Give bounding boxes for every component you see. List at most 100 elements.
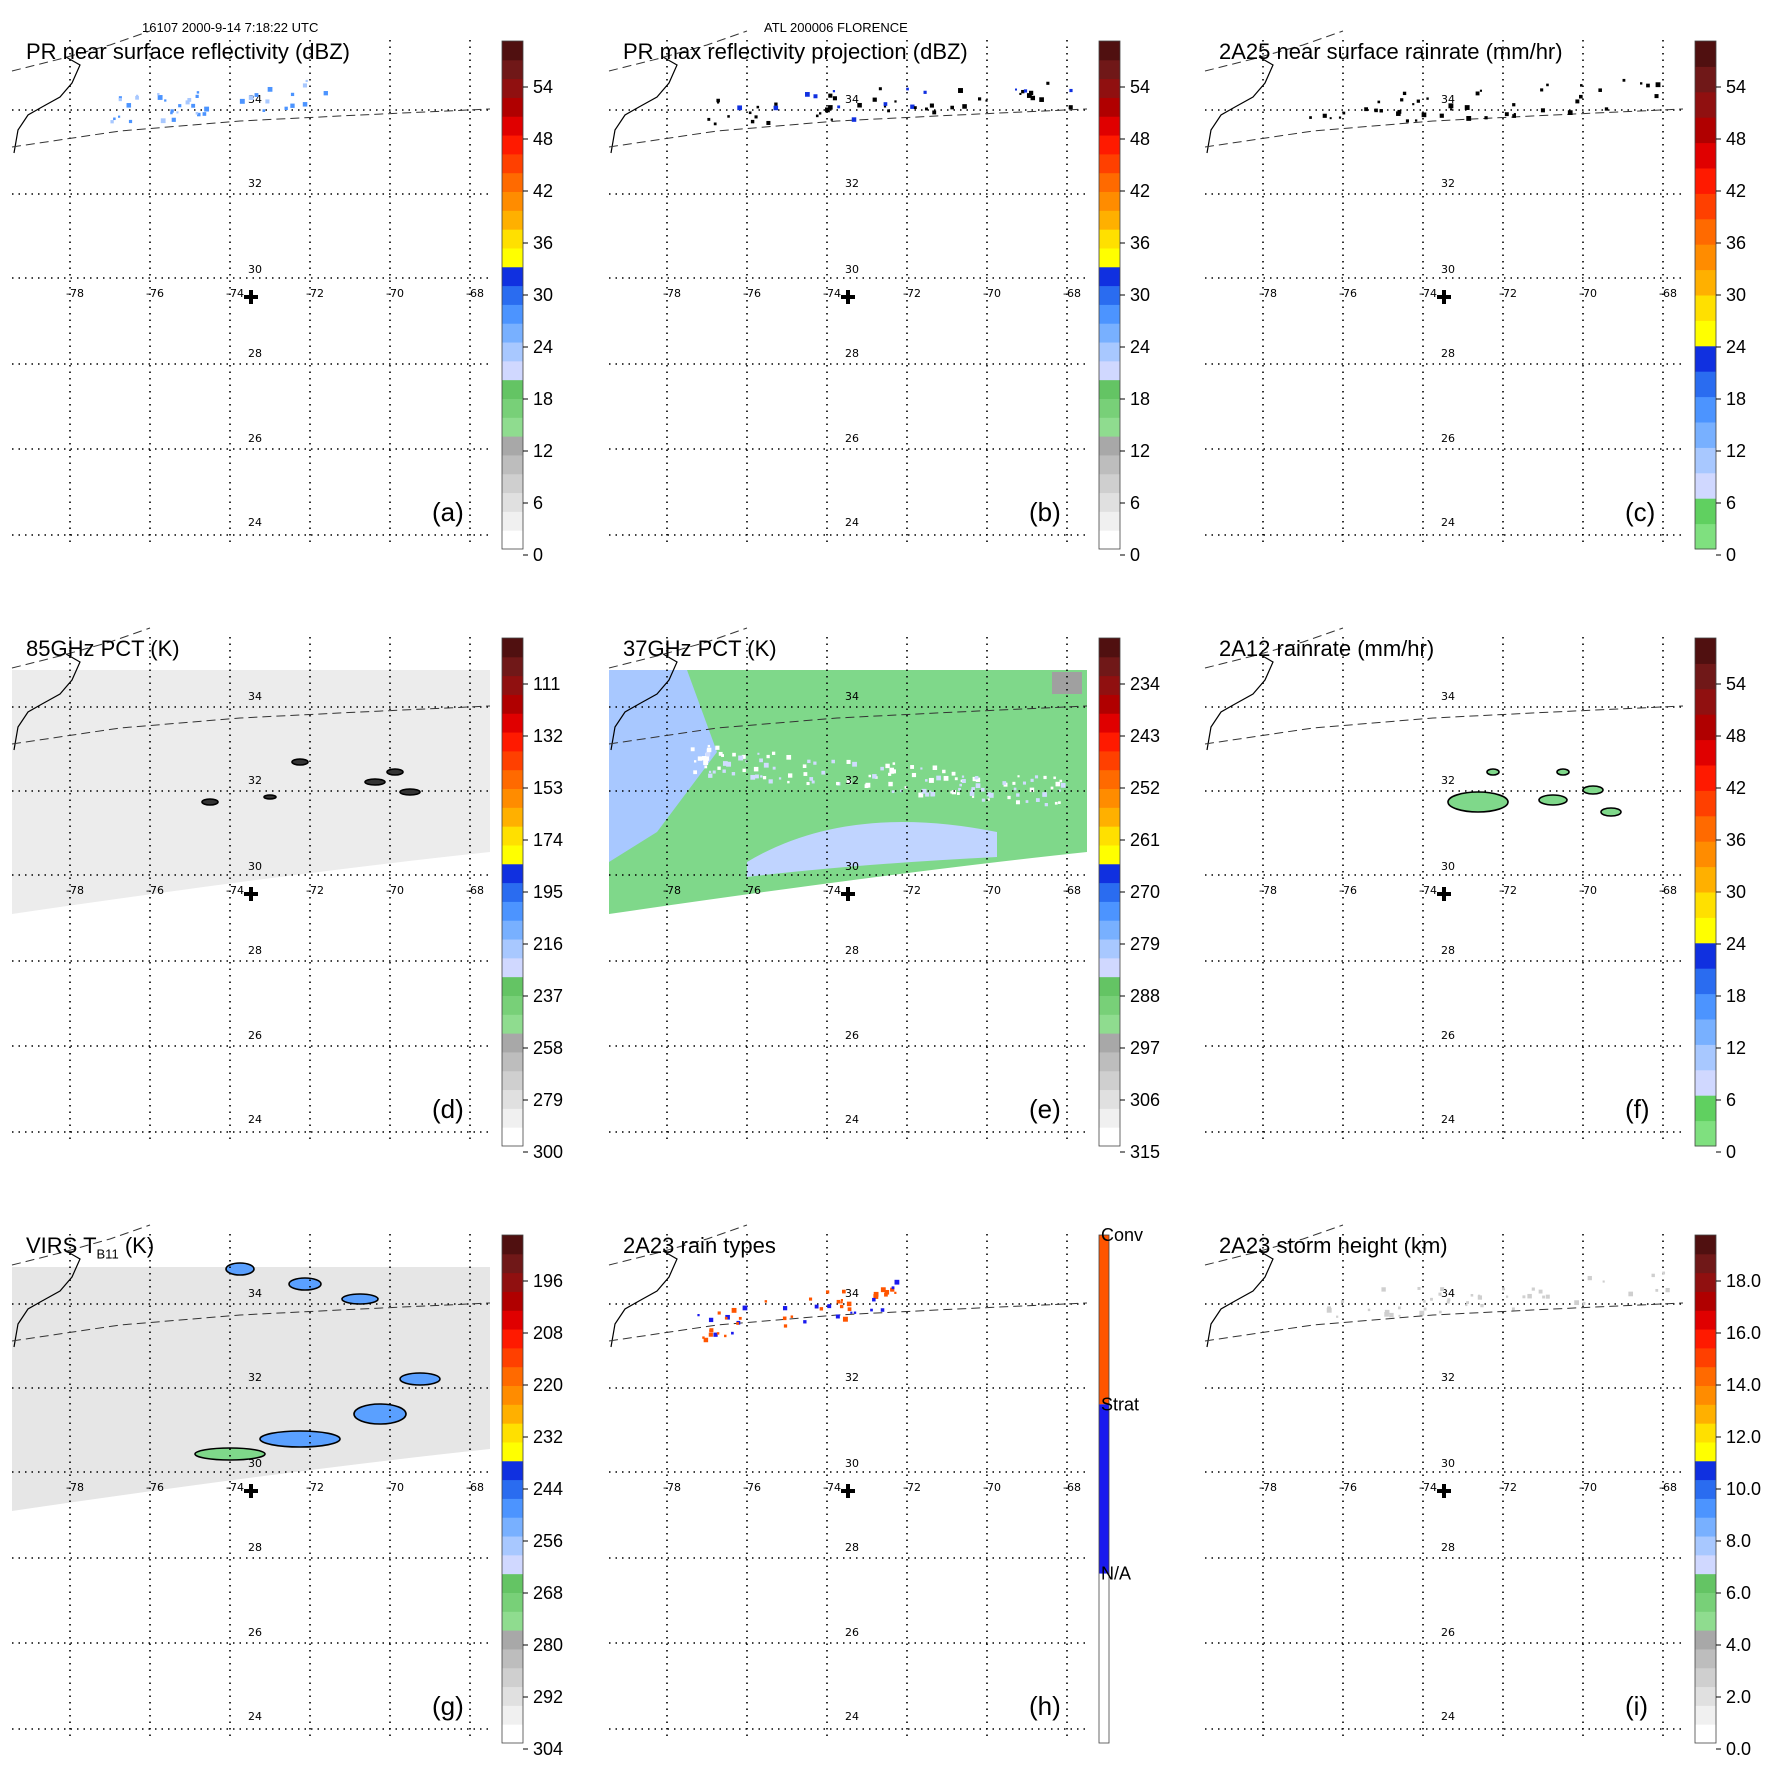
echo-pixel	[764, 1300, 768, 1303]
rain-echo-field	[707, 81, 1073, 126]
colorbar-swatch	[1695, 714, 1716, 741]
colorbar-label: 315	[1130, 1142, 1160, 1162]
echo-pixel	[819, 1307, 824, 1311]
colorbar-label: 30	[1726, 882, 1746, 902]
swath-edge-line	[11, 30, 151, 72]
panel-g: -78 -76 -74 -72 -70 -68 34 32 30 28 26 24 196 208 220 2…	[0, 1224, 585, 1789]
panel-letter: (e)	[1029, 1094, 1061, 1124]
echo-pixel	[1527, 1293, 1532, 1299]
colorbar-label: 48	[1726, 129, 1746, 149]
echo-pixel	[1054, 801, 1058, 805]
echo-pixel	[887, 109, 891, 113]
colorbar-label: 24	[1726, 337, 1746, 357]
echo-pixel	[1367, 1308, 1371, 1312]
colorbar-swatch	[502, 1108, 523, 1128]
map-svg: -78 -76 -74 -72 -70 -68 34 32 30 28 26 24 Conv Strat N…	[608, 1224, 1143, 1744]
echo-pixel	[1322, 113, 1327, 118]
lat-tick-label: 32	[845, 177, 859, 190]
swath-edge-line	[11, 1224, 151, 1266]
colorbar-swatch	[1099, 530, 1120, 550]
echo-pixel	[813, 761, 817, 765]
lat-tick-label: 26	[845, 432, 859, 445]
colorbar-swatch	[502, 191, 523, 211]
colorbar-swatch	[1099, 732, 1120, 752]
colorbar-label: 36	[533, 233, 553, 253]
colorbar-label: 258	[533, 1038, 563, 1058]
echo-pixel	[1598, 88, 1602, 92]
echo-pixel	[110, 120, 114, 124]
lat-tick-label: 24	[845, 1710, 859, 1723]
echo-pixel	[1466, 1301, 1470, 1305]
colorbar-swatch	[502, 1648, 523, 1669]
echo-pixel	[262, 109, 266, 112]
colorbar-swatch	[502, 1592, 523, 1612]
colorbar-swatch	[502, 1686, 523, 1706]
echo-pixel	[884, 1289, 890, 1295]
panel-title: 2A25 near surface rainrate (mm/hr)	[1219, 39, 1563, 64]
colorbar-label: 2.0	[1726, 1687, 1751, 1707]
rain-type-label: N/A	[1101, 1564, 1131, 1584]
echo-pixel	[1505, 1295, 1509, 1298]
lat-tick-label: 30	[248, 860, 262, 873]
lon-tick-label: -78	[663, 1481, 681, 1494]
echo-pixel	[117, 115, 121, 118]
echo-pixel	[803, 1320, 807, 1324]
colorbar-label: 244	[533, 1479, 563, 1499]
echo-pixel	[835, 1314, 840, 1319]
colorbar-swatch	[502, 1127, 523, 1147]
echo-pixel	[1068, 105, 1073, 110]
colorbar-label: 237	[533, 986, 563, 1006]
echo-pixel	[702, 1336, 705, 1339]
echo-pixel	[718, 751, 723, 756]
echo-pixel	[1012, 781, 1016, 785]
colorbar-swatch	[502, 882, 523, 902]
map-layer: -78 -76 -74 -72 -70 -68 34 32 30 28 26 24	[1204, 627, 1684, 1142]
colorbar-swatch	[1099, 247, 1120, 268]
colorbar-label: 6.0	[1726, 1583, 1751, 1603]
colorbar-swatch	[1695, 1441, 1716, 1462]
title-main: VIRS T	[26, 1233, 97, 1258]
echo-pixel	[980, 787, 985, 792]
echo-pixel	[971, 795, 975, 798]
swath-edge-line	[1204, 108, 1684, 148]
rain-echo-field	[1326, 1271, 1670, 1318]
panel-a: -78 -76 -74 -72 -70 -68 34 32 30 28 26 24 54 48 42 36 30…	[0, 30, 585, 595]
lon-tick-label: -74	[823, 1481, 841, 1494]
swath-background	[12, 1267, 490, 1511]
map-layer: -78 -76 -74 -72 -70 -68 34 32 30 28 26 24	[11, 627, 491, 1142]
colorbar-label: 18	[1726, 986, 1746, 1006]
lat-tick-label: 30	[248, 263, 262, 276]
echo-pixel	[716, 1332, 720, 1335]
lon-tick-label: -72	[1499, 884, 1517, 897]
echo-pixel	[1338, 116, 1342, 119]
colorbar-swatch	[1695, 1630, 1716, 1650]
echo-pixel	[803, 772, 808, 776]
echo-pixel	[750, 774, 756, 780]
echo-pixel	[702, 756, 707, 761]
echo-pixel	[1662, 1271, 1666, 1275]
swath-edge-line	[1204, 1302, 1684, 1342]
lat-tick-label: 28	[845, 1541, 859, 1554]
echo-pixel	[195, 112, 199, 115]
echo-pixel	[724, 1316, 728, 1320]
lon-tick-label: -78	[663, 287, 681, 300]
lon-tick-label: -68	[1659, 884, 1677, 897]
title-unit: (K)	[124, 1233, 155, 1258]
echo-pixel	[1396, 111, 1401, 116]
colorbar-swatch	[1099, 863, 1120, 884]
colorbar-label: 0.0	[1726, 1739, 1751, 1759]
echo-pixel	[1326, 1307, 1332, 1313]
storm-cell	[1447, 791, 1509, 813]
echo-pixel	[930, 792, 935, 797]
lon-tick-label: -68	[1063, 287, 1081, 300]
colorbar-label: 48	[1726, 726, 1746, 746]
colorbar-swatch	[1695, 1705, 1716, 1725]
panel-letter: (d)	[432, 1094, 464, 1124]
cold-region	[609, 670, 717, 862]
colorbar-swatch	[1099, 901, 1120, 921]
echo-pixel	[1582, 1301, 1586, 1305]
storm-cell	[1486, 768, 1500, 776]
center-plus-marker	[244, 290, 258, 304]
colorbar-swatch	[502, 360, 523, 381]
lon-tick-label: -70	[1579, 884, 1597, 897]
